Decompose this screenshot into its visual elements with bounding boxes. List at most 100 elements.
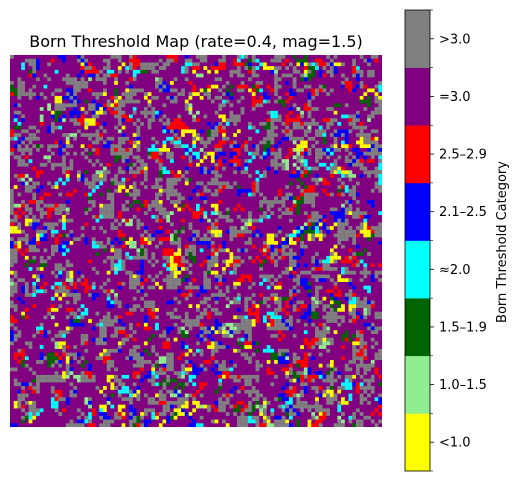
heatmap-cell: [162, 367, 167, 372]
heatmap-cell: [289, 237, 293, 242]
heatmap-cell: [311, 73, 316, 78]
heatmap-cell: [147, 237, 152, 242]
heatmap-cell: [218, 181, 223, 186]
heatmap-cell: [132, 155, 137, 160]
heatmap-cell: [367, 88, 371, 93]
heatmap-cell: [285, 311, 290, 316]
heatmap-cell: [218, 66, 223, 70]
heatmap-cell: [214, 162, 219, 167]
heatmap-cell: [329, 192, 334, 197]
heatmap-cell: [266, 136, 271, 141]
heatmap-cell: [266, 66, 271, 70]
heatmap-cell: [199, 73, 204, 78]
heatmap-cell: [13, 255, 18, 260]
heatmap-cell: [62, 244, 66, 249]
heatmap-cell: [236, 378, 241, 383]
heatmap-cell: [73, 81, 78, 85]
heatmap-cell: [184, 311, 189, 316]
heatmap-cell: [151, 148, 156, 152]
heatmap-cell: [129, 352, 133, 357]
heatmap-cell: [65, 374, 70, 379]
heatmap-cell: [10, 255, 14, 260]
heatmap-cell: [214, 69, 219, 74]
heatmap-cell: [303, 73, 308, 78]
heatmap-cell: [76, 360, 81, 364]
heatmap-cell: [337, 419, 342, 424]
heatmap-cell: [315, 181, 319, 186]
heatmap-cell: [322, 133, 327, 137]
heatmap-cell: [143, 412, 148, 416]
heatmap-cell: [143, 200, 148, 204]
heatmap-cell: [143, 419, 148, 424]
heatmap-cell: [54, 352, 59, 357]
heatmap-cell: [114, 386, 118, 390]
heatmap-cell: [129, 218, 133, 223]
heatmap-cell: [374, 181, 379, 186]
heatmap-cell: [240, 408, 245, 413]
heatmap-cell: [65, 293, 70, 297]
heatmap-cell: [169, 125, 174, 130]
heatmap-cell: [270, 114, 275, 119]
heatmap-cell: [300, 155, 304, 160]
heatmap-cell: [218, 103, 223, 108]
heatmap-cell: [326, 274, 330, 279]
heatmap-cell: [222, 84, 226, 89]
heatmap-cell: [229, 95, 234, 100]
heatmap-cell: [329, 267, 334, 271]
heatmap-cell: [155, 62, 159, 67]
heatmap-cell: [367, 307, 371, 312]
heatmap-cell: [47, 307, 51, 312]
heatmap-cell: [370, 159, 375, 163]
heatmap-cell: [91, 92, 96, 96]
heatmap-cell: [121, 415, 126, 420]
heatmap-cell: [363, 170, 368, 175]
heatmap-cell: [136, 88, 141, 93]
heatmap-cell: [114, 226, 118, 230]
heatmap-cell: [106, 162, 111, 167]
heatmap-cell: [344, 140, 349, 145]
heatmap-cell: [121, 133, 126, 137]
heatmap-cell: [117, 99, 122, 104]
heatmap-cell: [311, 218, 316, 223]
heatmap-cell: [281, 419, 286, 424]
heatmap-cell: [136, 136, 141, 141]
heatmap-cell: [289, 211, 293, 216]
heatmap-cell: [248, 255, 252, 260]
heatmap-cell: [311, 226, 316, 230]
heatmap-cell: [337, 404, 342, 409]
heatmap-cell: [255, 397, 260, 402]
heatmap-cell: [132, 371, 137, 375]
heatmap-cell: [50, 389, 55, 394]
heatmap-cell: [32, 244, 37, 249]
heatmap-cell: [58, 334, 63, 338]
heatmap-cell: [318, 419, 323, 424]
heatmap-cell: [50, 248, 55, 253]
heatmap-cell: [184, 259, 189, 264]
heatmap-cell: [359, 356, 364, 361]
heatmap-cell: [103, 330, 107, 335]
heatmap-cell: [32, 66, 37, 70]
heatmap-cell: [344, 159, 349, 163]
heatmap-cell: [218, 151, 223, 156]
heatmap-cell: [32, 408, 37, 413]
heatmap-cell: [315, 148, 319, 152]
heatmap-cell: [285, 352, 290, 357]
heatmap-cell: [255, 88, 260, 93]
heatmap-cell: [110, 207, 115, 212]
heatmap-cell: [136, 62, 141, 67]
heatmap-cell: [62, 371, 66, 375]
heatmap-cell: [203, 404, 208, 409]
heatmap-cell: [274, 55, 278, 59]
heatmap-cell: [80, 66, 85, 70]
heatmap-cell: [117, 144, 122, 149]
heatmap-cell: [315, 259, 319, 264]
heatmap-cell: [248, 237, 252, 242]
heatmap-cell: [329, 151, 334, 156]
heatmap-cell: [192, 133, 197, 137]
heatmap-cell: [65, 73, 70, 78]
heatmap-cell: [218, 244, 223, 249]
heatmap-cell: [214, 125, 219, 130]
heatmap-cell: [50, 207, 55, 212]
heatmap-cell: [244, 274, 249, 279]
heatmap-cell: [352, 263, 357, 268]
